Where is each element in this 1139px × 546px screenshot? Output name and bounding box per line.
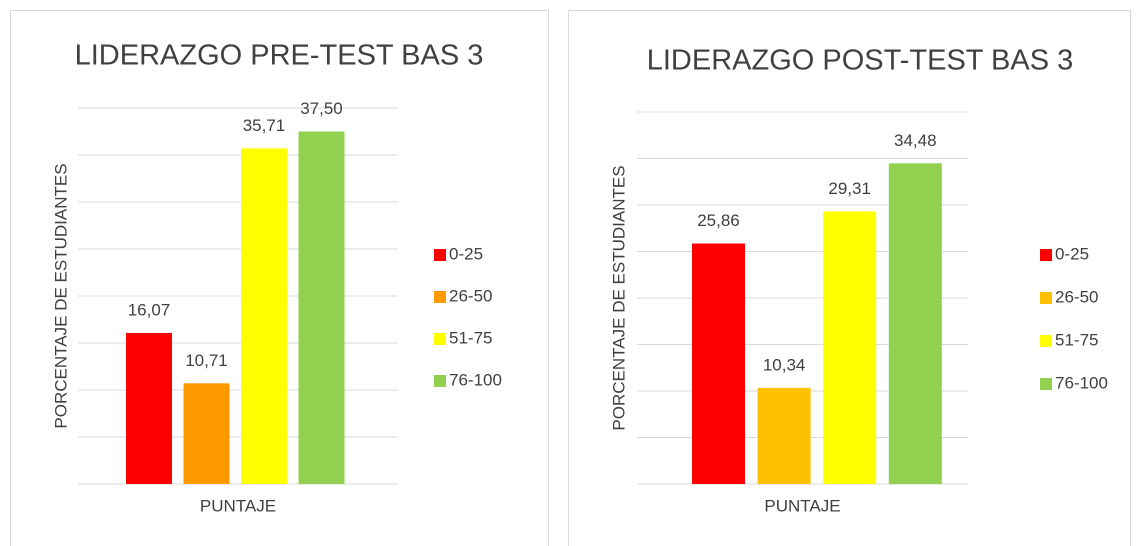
data-label: 37,50 (300, 99, 343, 118)
y-axis-label: PORCENTAJE DE ESTUDIANTES (51, 163, 70, 428)
chart-title: LIDERAZGO PRE-TEST BAS 3 (75, 40, 484, 72)
legend-swatch (1040, 335, 1052, 347)
y-axis-label: PORCENTAJE DE ESTUDIANTES (609, 165, 628, 430)
bar (757, 387, 811, 484)
legend-swatch (434, 291, 446, 303)
x-axis-label: PUNTAJE (200, 496, 276, 515)
legend-swatch (1040, 292, 1052, 304)
bar (183, 383, 230, 484)
bar (241, 148, 287, 485)
bar (692, 243, 745, 484)
bar (298, 131, 345, 484)
data-label: 34,48 (894, 131, 937, 150)
legend-swatch (434, 249, 446, 261)
legend-swatch (1040, 249, 1052, 261)
data-label: 10,71 (185, 351, 228, 370)
x-axis-label: PUNTAJE (764, 496, 840, 515)
data-label: 25,86 (697, 211, 740, 230)
legend-swatch (434, 333, 446, 345)
legend-label: 51-75 (1055, 330, 1098, 349)
data-label: 16,07 (128, 300, 171, 319)
legend-label: 51-75 (449, 328, 492, 347)
legend-swatch (1040, 378, 1052, 390)
legend-label: 0-25 (1055, 244, 1089, 263)
bar (888, 163, 942, 484)
legend-label: 76-100 (1055, 373, 1108, 392)
data-label: 35,71 (243, 116, 286, 135)
bar (126, 332, 172, 484)
legend-label: 26-50 (449, 286, 492, 305)
legend-label: 0-25 (449, 244, 483, 263)
data-label: 10,34 (763, 355, 806, 374)
legend-swatch (434, 375, 446, 387)
legend-label: 76-100 (449, 370, 502, 389)
chart-title: LIDERAZGO POST-TEST BAS 3 (647, 45, 1074, 77)
bar (823, 211, 877, 485)
legend-label: 26-50 (1055, 287, 1098, 306)
data-label: 29,31 (828, 179, 871, 198)
